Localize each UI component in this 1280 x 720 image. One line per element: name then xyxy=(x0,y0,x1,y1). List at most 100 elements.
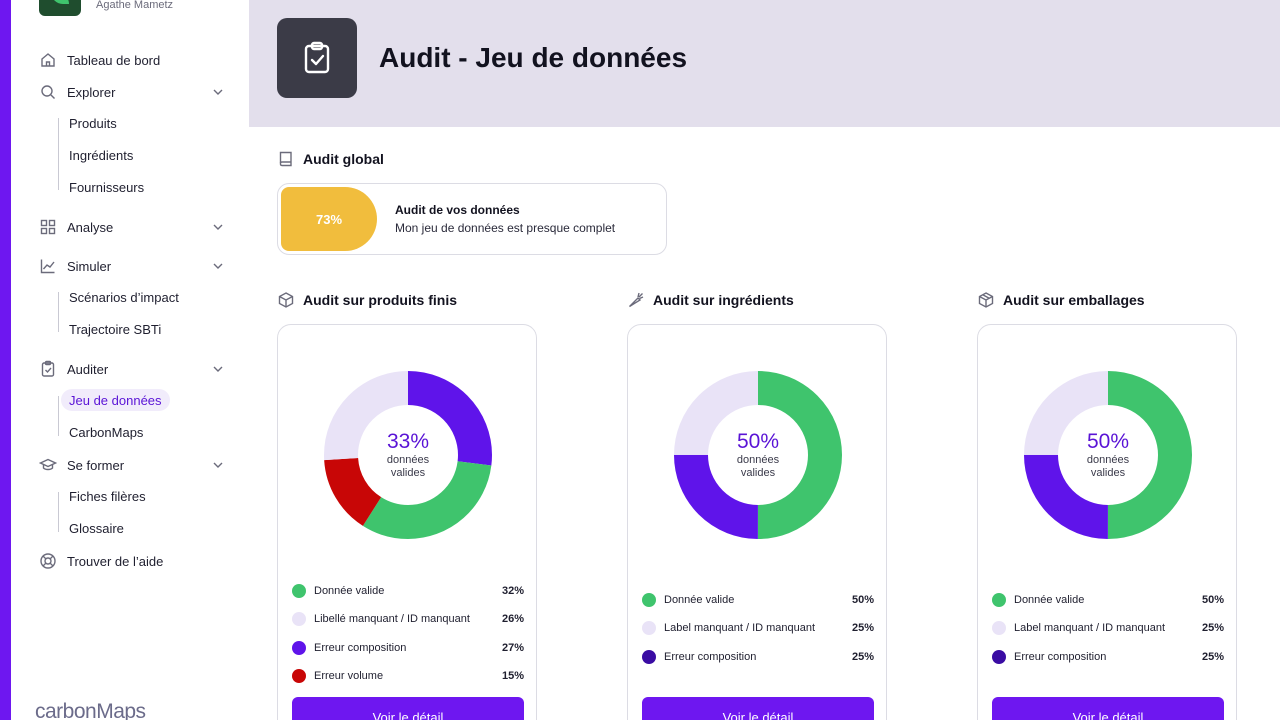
sidebar-item-label: Explorer xyxy=(67,84,116,100)
audit-card-emballages: 50% données valides Donnée valide 50% La… xyxy=(977,324,1237,720)
tree-line xyxy=(58,292,59,332)
app-logo[interactable] xyxy=(39,0,81,16)
tree-line xyxy=(58,118,59,190)
chevron-down-icon[interactable] xyxy=(211,220,225,234)
package-icon xyxy=(977,291,995,309)
sidebar-subitem-produits[interactable]: Produits xyxy=(69,115,117,131)
legend-row: Erreur volume 15% xyxy=(292,667,524,685)
legend-dot xyxy=(292,584,306,598)
sidebar-subitem-fournisseurs[interactable]: Fournisseurs xyxy=(69,179,145,195)
legend-value: 25% xyxy=(1201,622,1224,634)
sidebar-item-aide[interactable]: Trouver de l’aide xyxy=(39,550,225,572)
global-audit-card: 73% Audit de vos données Mon jeu de donn… xyxy=(277,183,667,255)
section-title-text: Audit global xyxy=(303,151,384,167)
sidebar-subitem-scenarios[interactable]: Scénarios d’impact xyxy=(69,289,179,305)
carrot-icon xyxy=(627,291,645,309)
donut-segment xyxy=(674,371,842,539)
global-audit-subtitle: Mon jeu de données est presque complet xyxy=(395,221,616,235)
donut-chart xyxy=(324,371,492,539)
legend-row: Label manquant / ID manquant 25% xyxy=(642,619,874,637)
sidebar-item-se-former[interactable]: Se former xyxy=(39,454,225,476)
grid-icon xyxy=(39,218,57,236)
see-detail-button[interactable]: Voir le détail xyxy=(992,697,1224,720)
legend-value: 25% xyxy=(851,651,874,663)
section-title-produits-finis: Audit sur produits finis xyxy=(277,291,457,309)
audit-card-ingredients: 50% données valides Donnée valide 50% La… xyxy=(627,324,887,720)
legend-label: Erreur volume xyxy=(314,670,384,682)
global-audit-title: Audit de vos données xyxy=(395,203,520,217)
sidebar-item-explorer[interactable]: Explorer xyxy=(39,81,225,103)
section-title-emballages: Audit sur emballages xyxy=(977,291,1145,309)
sidebar-item-analyse[interactable]: Analyse xyxy=(39,216,225,238)
legend-dot xyxy=(292,641,306,655)
sidebar-subitem-fiches-fileres[interactable]: Fiches filères xyxy=(69,488,146,504)
legend-value: 25% xyxy=(1201,651,1224,663)
sidebar-item-label: Trouver de l’aide xyxy=(67,553,164,569)
donut-segment xyxy=(324,371,492,539)
sidebar-subitem-trajectoire[interactable]: Trajectoire SBTi xyxy=(69,321,162,337)
sidebar-item-label: Analyse xyxy=(67,219,114,235)
legend-dot xyxy=(992,593,1006,607)
donut-segment xyxy=(1024,371,1192,539)
legend-value: 32% xyxy=(501,585,524,597)
legend-row: Donnée valide 50% xyxy=(642,591,874,609)
legend-row: Erreur composition 27% xyxy=(292,639,524,657)
graduation-cap-icon xyxy=(39,456,57,474)
legend-value: 15% xyxy=(501,670,524,682)
clipboard-check-icon xyxy=(39,360,57,378)
chevron-down-icon[interactable] xyxy=(211,458,225,472)
legend-label: Donnée valide xyxy=(314,585,385,597)
donut-segment xyxy=(1024,371,1192,539)
legend-row: Libellé manquant / ID manquant 26% xyxy=(292,610,524,628)
sidebar: Agathe Mametz Tableau de bord Explorer P… xyxy=(11,0,249,720)
chart-line-icon xyxy=(39,257,57,275)
clipboard-check-icon xyxy=(277,18,357,98)
chevron-down-icon[interactable] xyxy=(211,362,225,376)
sidebar-subitem-jeu-de-donnees[interactable]: Jeu de données xyxy=(61,389,170,411)
legend-label: Donnée valide xyxy=(1014,594,1085,606)
legend-row: Erreur composition 25% xyxy=(642,648,874,666)
legend-dot xyxy=(642,621,656,635)
legend-dot xyxy=(992,621,1006,635)
sidebar-item-auditer[interactable]: Auditer xyxy=(39,358,225,380)
legend-dot xyxy=(642,593,656,607)
leaf-icon xyxy=(51,0,69,4)
global-percent-pill: 73% xyxy=(281,187,377,251)
legend-row: Label manquant / ID manquant 25% xyxy=(992,619,1224,637)
donut-chart xyxy=(1024,371,1192,539)
sidebar-subitem-ingredients[interactable]: Ingrédients xyxy=(69,147,134,163)
see-detail-button[interactable]: Voir le détail xyxy=(642,697,874,720)
sidebar-subitem-carbonmaps[interactable]: CarbonMaps xyxy=(69,424,144,440)
legend-value: 50% xyxy=(851,594,874,606)
legend-label: Libellé manquant / ID manquant xyxy=(314,613,470,625)
user-name: Agathe Mametz xyxy=(96,0,174,11)
sidebar-item-label: Simuler xyxy=(67,258,112,274)
legend-dot xyxy=(642,650,656,664)
donut-chart xyxy=(674,371,842,539)
section-title-text: Audit sur emballages xyxy=(1003,292,1145,308)
sidebar-item-tableau-de-bord[interactable]: Tableau de bord xyxy=(39,49,225,71)
accent-bar xyxy=(0,0,11,720)
donut-segment xyxy=(674,371,842,539)
sidebar-item-label: Auditer xyxy=(67,361,109,377)
legend-row: Erreur composition 25% xyxy=(992,648,1224,666)
sidebar-item-label: Se former xyxy=(67,457,125,473)
page-title: Audit - Jeu de données xyxy=(379,42,688,73)
home-icon xyxy=(39,51,57,69)
legend-value: 26% xyxy=(501,613,524,625)
legend-label: Label manquant / ID manquant xyxy=(664,622,816,634)
sidebar-item-simuler[interactable]: Simuler xyxy=(39,255,225,277)
legend-dot xyxy=(292,669,306,683)
legend-label: Erreur composition xyxy=(664,651,757,663)
donut-segment xyxy=(324,371,492,539)
lifebuoy-icon xyxy=(39,552,57,570)
legend-row: Donnée valide 32% xyxy=(292,582,524,600)
section-title-text: Audit sur ingrédients xyxy=(653,292,794,308)
section-title-ingredients: Audit sur ingrédients xyxy=(627,291,794,309)
chevron-down-icon[interactable] xyxy=(211,85,225,99)
see-detail-button[interactable]: Voir le détail xyxy=(292,697,524,720)
sidebar-subitem-glossaire[interactable]: Glossaire xyxy=(69,520,124,536)
legend-label: Label manquant / ID manquant xyxy=(1014,622,1166,634)
search-icon xyxy=(39,83,57,101)
chevron-down-icon[interactable] xyxy=(211,259,225,273)
